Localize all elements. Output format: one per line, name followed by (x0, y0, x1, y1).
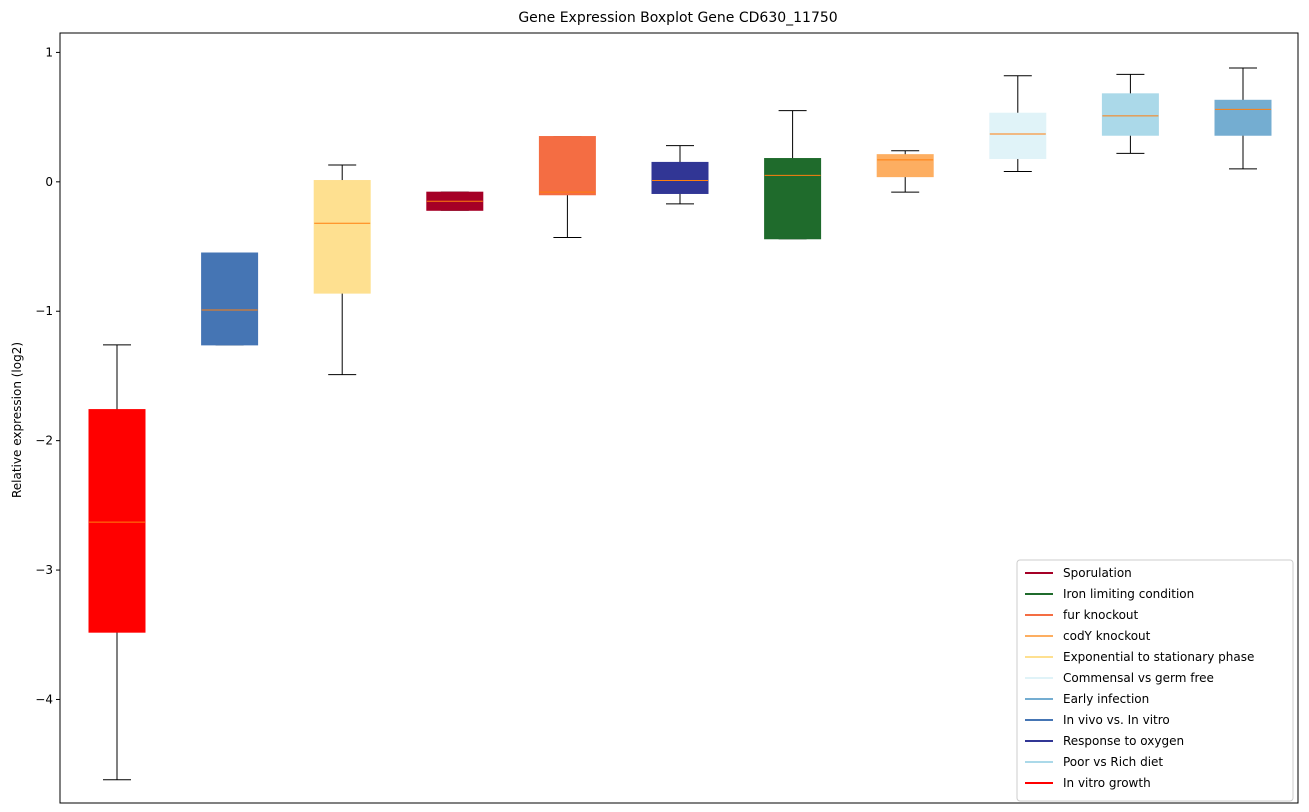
box-iqr (1101, 93, 1159, 136)
chart-title: Gene Expression Boxplot Gene CD630_11750 (518, 10, 837, 26)
box-8 (876, 150, 934, 193)
box-iqr (1214, 99, 1272, 136)
box-iqr (876, 154, 934, 178)
box-series (88, 67, 1272, 781)
y-axis-ticks: 1 0 −1 −2 −3 −4 (35, 45, 60, 706)
legend-label: Sporulation (1063, 566, 1132, 580)
y-tick-label: −2 (35, 434, 53, 448)
legend-label: Exponential to stationary phase (1063, 650, 1254, 664)
box-iqr (538, 136, 596, 196)
legend-label: Response to oxygen (1063, 734, 1184, 748)
box-1 (88, 344, 146, 781)
legend-label: In vivo vs. In vitro (1063, 713, 1170, 727)
box-iqr (201, 252, 259, 346)
legend: Sporulation Iron limiting condition fur kn… (1016, 559, 1294, 802)
legend-label: In vitro growth (1063, 776, 1151, 790)
box-4 (426, 191, 484, 211)
box-iqr (313, 180, 371, 294)
legend-label: codY knockout (1063, 629, 1151, 643)
y-tick-label: 1 (45, 45, 53, 59)
plot-frame (59, 32, 1299, 804)
box-6 (651, 145, 709, 205)
box-iqr (88, 409, 146, 633)
legend-label: fur knockout (1063, 608, 1139, 622)
y-tick-label: −3 (35, 563, 53, 577)
y-axis-label: Relative expression (log2) (10, 342, 24, 498)
legend-frame (1016, 559, 1294, 802)
box-iqr (651, 161, 709, 194)
box-10 (1101, 73, 1159, 154)
box-9 (989, 75, 1047, 172)
box-11 (1214, 67, 1272, 170)
y-tick-label: 0 (45, 175, 53, 189)
box-iqr (764, 158, 822, 240)
legend-label: Iron limiting condition (1063, 587, 1194, 601)
box-iqr (989, 112, 1047, 160)
legend-label: Early infection (1063, 692, 1149, 706)
y-tick-label: −4 (35, 692, 53, 706)
legend-label: Commensal vs germ free (1063, 671, 1214, 685)
box-2 (201, 252, 259, 346)
legend-label: Poor vs Rich diet (1063, 755, 1163, 769)
box-5 (538, 136, 596, 238)
y-tick-label: −1 (35, 304, 53, 318)
box-3 (313, 164, 371, 376)
box-7 (764, 110, 822, 240)
